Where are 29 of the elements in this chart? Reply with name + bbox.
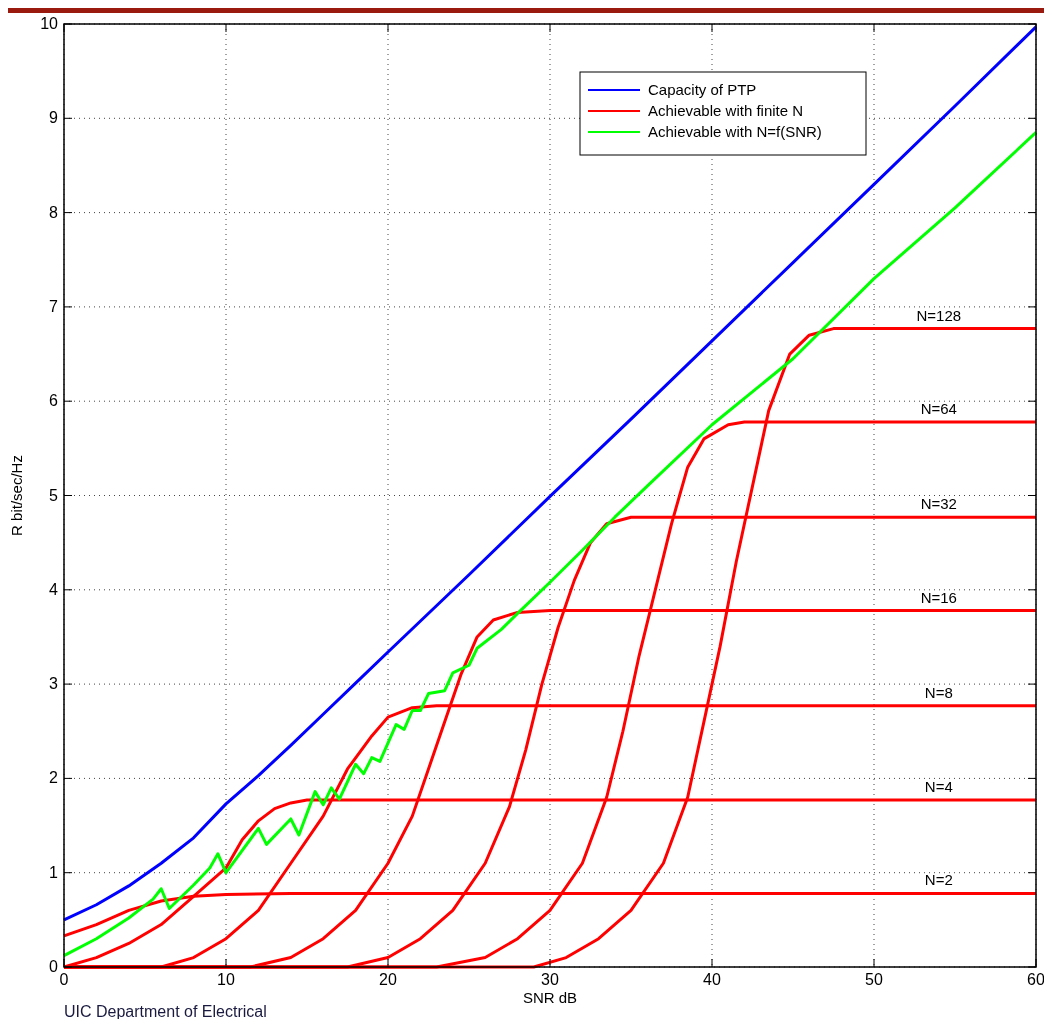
y-tick-label: 6 — [49, 392, 59, 410]
x-tick-label: 40 — [703, 971, 721, 988]
y-tick-label: 9 — [49, 109, 59, 127]
x-tick-label: 30 — [541, 971, 559, 988]
annotation: N=32 — [920, 495, 957, 513]
annotation: N=64 — [920, 399, 957, 417]
y-tick-label: 1 — [49, 863, 59, 881]
y-tick-label: 8 — [49, 203, 59, 221]
x-tick-label: 60 — [1027, 971, 1045, 988]
annotation: N=4 — [924, 778, 953, 796]
annotation: N=8 — [924, 683, 953, 701]
y-tick-label: 0 — [49, 958, 59, 975]
x-tick-label: 10 — [217, 971, 235, 988]
y-tick-label: 3 — [49, 675, 59, 693]
legend-label: Achievable with N=f(SNR) — [648, 123, 822, 140]
y-tick-label: 7 — [49, 297, 59, 315]
annotation: N=128 — [916, 306, 962, 324]
x-tick-label: 20 — [379, 971, 397, 988]
y-axis-title: R bit/sec/Hz — [8, 455, 25, 536]
legend-label: Achievable with finite N — [648, 102, 804, 119]
annotation: N=2 — [924, 871, 953, 889]
x-tick-label: 50 — [865, 971, 883, 988]
y-tick-label: 5 — [49, 486, 59, 504]
legend-label: Capacity of PTP — [648, 81, 757, 98]
y-tick-label: 4 — [49, 580, 59, 598]
annotation: N=16 — [920, 588, 957, 606]
x-axis-title: SNR dB — [522, 989, 578, 1006]
y-tick-label: 10 — [40, 15, 59, 32]
y-tick-label: 2 — [49, 769, 59, 787]
